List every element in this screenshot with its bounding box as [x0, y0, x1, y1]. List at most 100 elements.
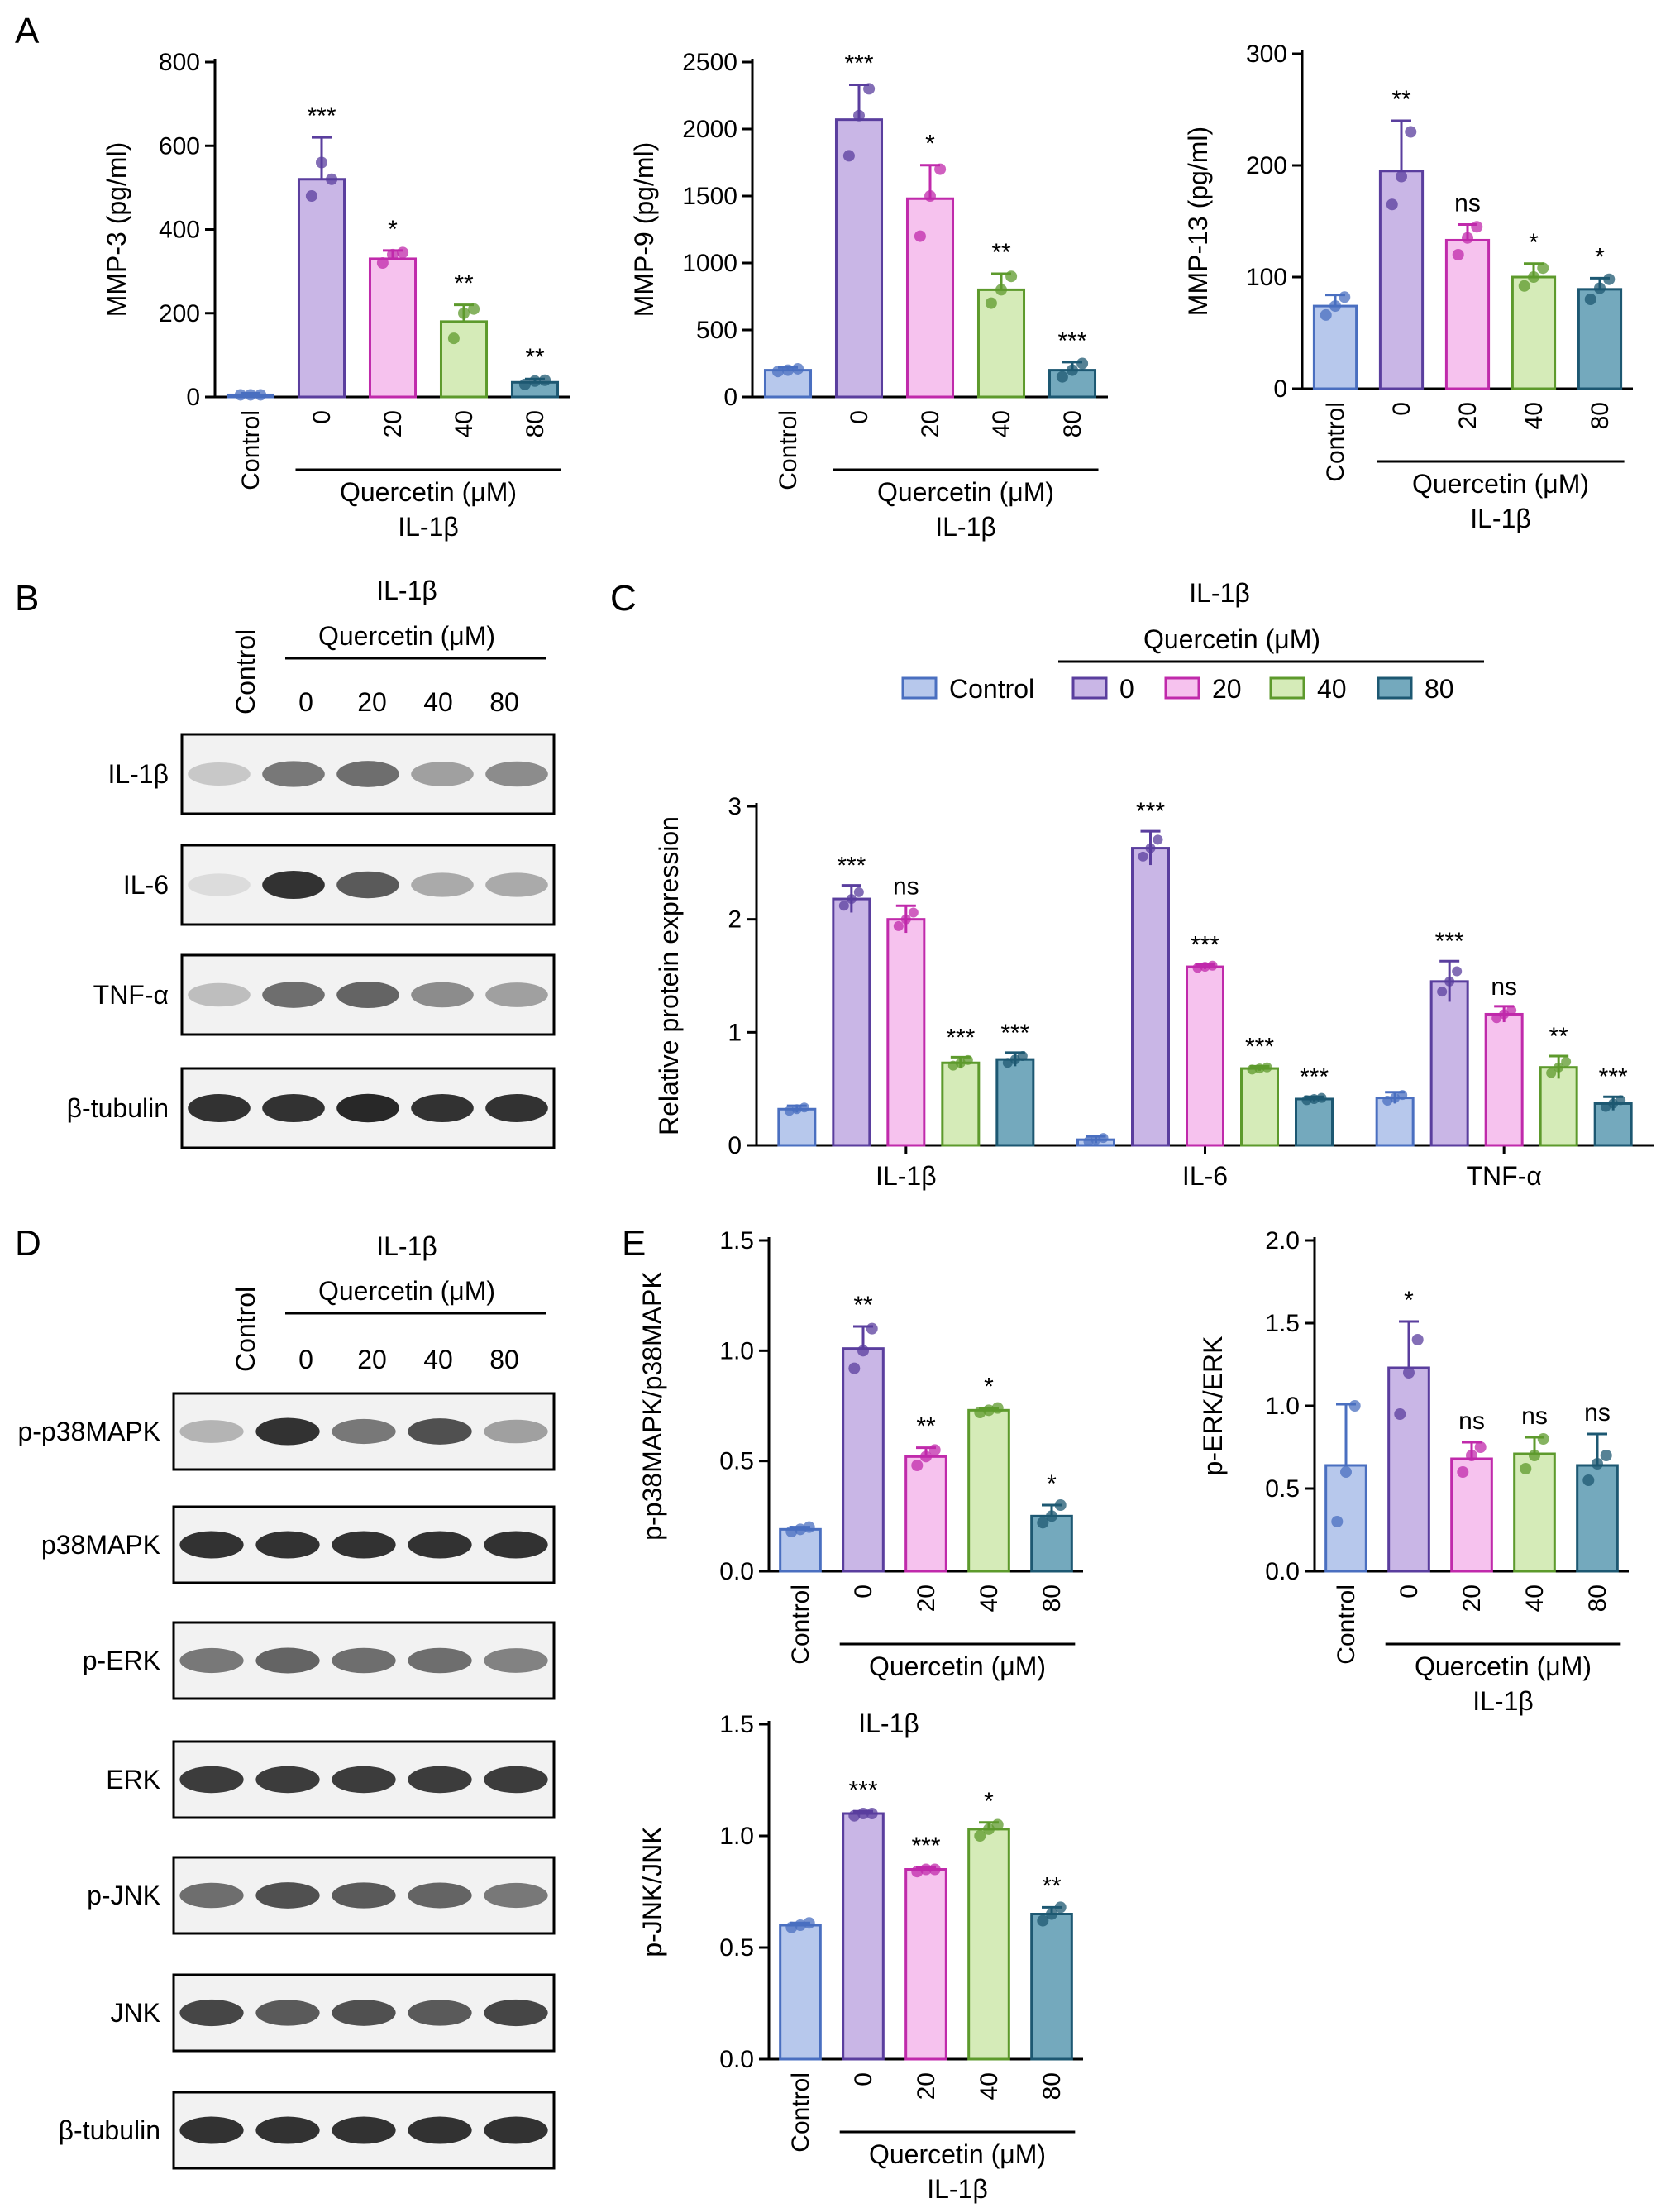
c-data-point [1444, 976, 1455, 987]
c-data-point [1200, 962, 1210, 973]
e-middle-treatment-label: IL-1β [858, 1709, 919, 1738]
c-data-point [1616, 1095, 1626, 1106]
c-bar-80 [1295, 1097, 1334, 1147]
panel-label-d: D [15, 1223, 41, 1264]
p38-significance: * [984, 1374, 994, 1401]
blot_B-band [336, 981, 399, 1009]
blot_B-band [485, 1093, 548, 1123]
mmp13-data-point [1528, 271, 1539, 283]
blot_B-row-label: TNF-α [93, 980, 169, 1010]
mmp13-x-tick-label: 20 [1454, 402, 1482, 429]
blot_D-header-top: IL-1β [376, 1231, 437, 1261]
blot_D-band [332, 1882, 396, 1909]
blot_D-row-label: p-JNK [87, 1881, 160, 1910]
mmp9-y-tick-label: 2000 [682, 116, 737, 143]
blot_D-header-mid: Quercetin (μM) [318, 1276, 495, 1306]
c-data-point [1601, 1102, 1611, 1112]
jnk-data-point [803, 1917, 815, 1929]
mmp13-data-point [1386, 198, 1398, 211]
blot_B-band [262, 982, 325, 1008]
jnk-bar-20 [904, 1868, 947, 2061]
mmp9-x-tick-label: 80 [1059, 410, 1086, 437]
blot_B-band [411, 1093, 474, 1123]
mmp13-bar-20 [1444, 238, 1491, 390]
mmp13-data-point [1584, 294, 1596, 305]
erk-y-tick-label: 2.0 [1265, 1227, 1300, 1255]
mmp9-data-point [985, 297, 997, 309]
p38-x-tick-label: Control [787, 1584, 814, 1665]
c-data-point [1153, 834, 1163, 845]
jnk-bar-40 [967, 1828, 1010, 2061]
p38-data-point [928, 1444, 941, 1456]
blot_B-band [411, 872, 474, 897]
blot_B-band [262, 1093, 325, 1123]
p38-data-point [920, 1450, 932, 1463]
mmp13-y-tick-label: 0 [1273, 375, 1287, 403]
mmp9-x-tick-label: 20 [917, 410, 944, 437]
jnk-y-tick-label: 0.5 [719, 1934, 754, 1962]
blot_D-band [179, 1766, 244, 1794]
mmp3-y-tick-label: 0 [186, 384, 200, 411]
mmp3-data-point [539, 374, 551, 386]
blot_B-band [188, 873, 251, 896]
blot_D-band [332, 1531, 396, 1559]
p38-x-tick-label: 80 [1038, 1584, 1066, 1612]
mmp13-data-point [1471, 221, 1483, 233]
blot_D-band [255, 1417, 320, 1446]
p38-data-point [983, 1404, 995, 1417]
c-bar-20 [886, 918, 926, 1147]
c-data-point [962, 1054, 973, 1065]
blot_B-lane-label: 0 [298, 687, 313, 717]
mmp3-x-tick-label: 0 [308, 410, 336, 424]
c-data-point [846, 894, 857, 905]
blot_D-band [179, 1531, 244, 1559]
mmp13-bar-40 [1511, 275, 1557, 390]
blot_D-row-label: p-p38MAPK [17, 1417, 160, 1446]
c-significance: ns [1491, 973, 1517, 1001]
blot_D-band [255, 1531, 320, 1559]
blot_D-band [179, 1420, 244, 1443]
mmp13-treatment-label: IL-1β [1470, 504, 1531, 533]
blot_D-band [408, 2000, 472, 2026]
mmp9-x-tick-label: Control [775, 410, 802, 490]
c-data-point [1561, 1056, 1572, 1067]
jnk-significance: * [984, 1788, 994, 1815]
blot_D-row-label: JNK [111, 1998, 160, 2028]
erk-data-point [1340, 1466, 1352, 1478]
blot_D-row-label: p-ERK [83, 1646, 160, 1675]
blot_D-band [484, 1882, 548, 1909]
mmp9-bar-0 [834, 118, 884, 399]
erk-y-label: p-ERK/ERK [1198, 1336, 1228, 1476]
mmp9-data-point [1076, 357, 1089, 370]
blot_D-lane-label: 20 [357, 1345, 387, 1374]
mmp3-significance: ** [525, 344, 545, 371]
c-bar-0 [1429, 980, 1469, 1147]
mmp9-data-point [924, 190, 936, 202]
c-data-point [1316, 1092, 1327, 1103]
p38-x-tick-label: 40 [976, 1584, 1003, 1612]
blot_B-band [188, 982, 251, 1007]
c-legend-swatch-Control [901, 676, 938, 700]
p38-data-point [866, 1322, 878, 1335]
blot_D-band [332, 2000, 396, 2026]
c-legend-label: 20 [1212, 674, 1242, 704]
c-legend-swatch-20 [1164, 676, 1200, 700]
jnk-x-tick-label: 80 [1038, 2072, 1066, 2100]
c-significance: *** [1300, 1063, 1329, 1091]
c-data-point [791, 1104, 802, 1115]
p38-y-label: p-p38MAPK/p38MAPK [637, 1271, 667, 1541]
blot_D-band [332, 1418, 396, 1445]
c-data-point [1506, 1005, 1517, 1016]
mmp3-x-tick-label: 40 [451, 410, 478, 437]
jnk-significance: ** [1042, 1872, 1062, 1900]
panel-label-e: E [622, 1223, 646, 1264]
erk-x-tick-label: 0 [1396, 1584, 1423, 1599]
c-data-point [1301, 1095, 1312, 1106]
mmp3-y-tick-label: 400 [159, 217, 200, 244]
erk-y-tick-label: 0.5 [1265, 1475, 1300, 1503]
erk-bar-Control [1324, 1464, 1367, 1573]
blot_D-band [255, 1882, 320, 1909]
p38-bar-40 [967, 1408, 1010, 1573]
p38-significance: ** [916, 1413, 936, 1441]
